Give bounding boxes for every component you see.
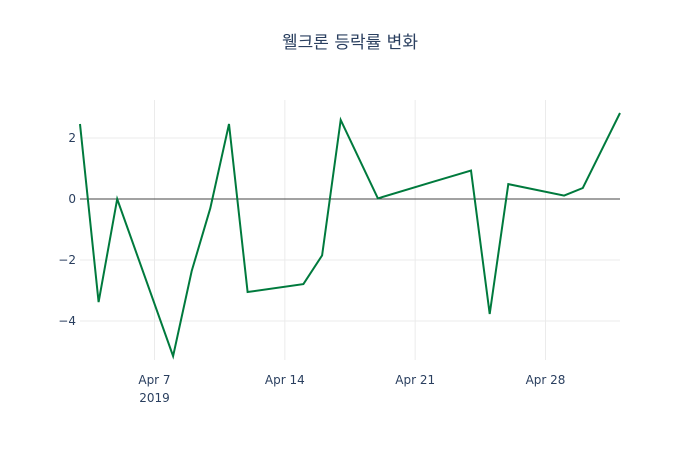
series-line — [79, 112, 621, 360]
x-tick-label: Apr 7 — [138, 373, 170, 387]
y-tick-label: 2 — [68, 131, 76, 145]
chart-title: 웰크론 등락률 변화 — [282, 33, 418, 53]
x-tick-label: Apr 28 — [526, 373, 566, 387]
y-axis: 2 0 −2 −4 — [58, 131, 76, 328]
x-tick-year-label: 2019 — [139, 391, 170, 405]
x-tick-label: Apr 21 — [395, 373, 435, 387]
plot-area — [79, 112, 621, 360]
y-tick-label: −4 — [58, 314, 76, 328]
x-tick-label: Apr 14 — [265, 373, 305, 387]
y-tick-label: 0 — [68, 192, 76, 206]
x-axis: Apr 7 2019 Apr 14 Apr 21 Apr 28 — [138, 373, 565, 405]
y-tick-label: −2 — [58, 253, 76, 267]
